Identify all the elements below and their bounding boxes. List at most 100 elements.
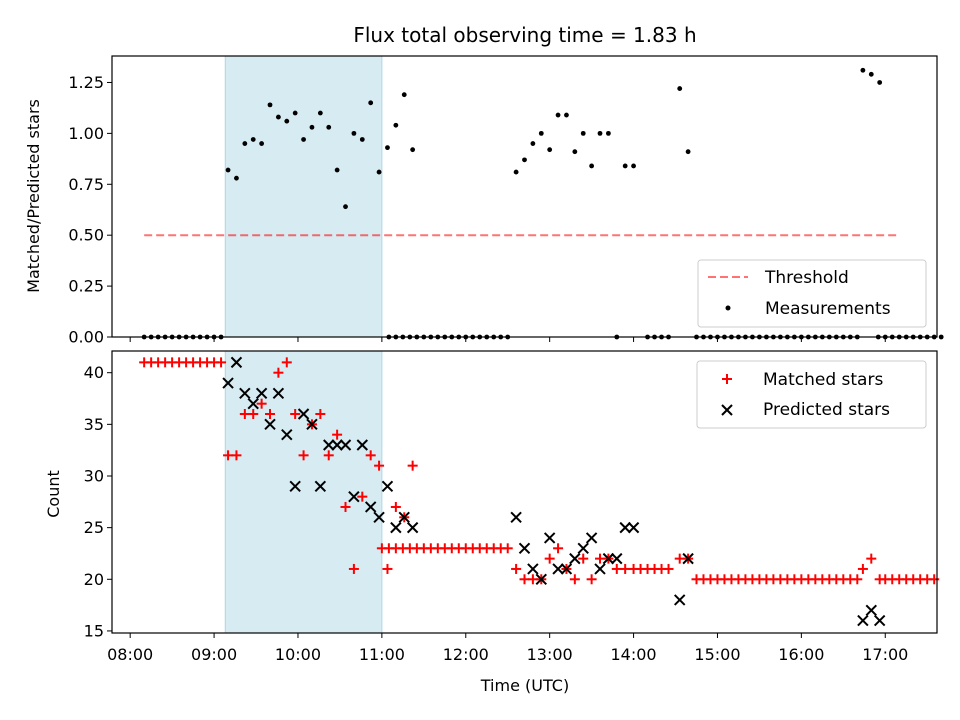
marker-stroke	[518, 542, 531, 555]
marker-stroke	[535, 573, 547, 585]
count-chart: 15 20 25 30 35 40 08:00 09:00 10:00 11:00 12:00 13…	[44, 350, 940, 695]
measurement-point	[572, 149, 578, 155]
x-tick-label: 09:00	[191, 645, 237, 664]
bottom-plot-frame	[111, 350, 938, 634]
marker-stroke	[230, 356, 243, 369]
matched-point	[511, 563, 522, 574]
matched-point	[365, 450, 376, 461]
measurement-point	[522, 157, 527, 163]
x-tick-label: 12:00	[443, 645, 489, 664]
matched-point	[348, 563, 359, 574]
matched-point	[578, 553, 589, 564]
predicted-point	[230, 356, 243, 369]
matched-point	[595, 553, 606, 564]
measurement-point	[401, 92, 407, 98]
matched-point	[407, 460, 418, 471]
top-x-ticks	[129, 337, 886, 342]
matched-point	[315, 409, 326, 420]
legend-predicted-label: Predicted stars	[763, 400, 890, 420]
x-tick-label: 11:00	[359, 645, 405, 664]
marker-stroke	[510, 511, 522, 524]
predicted-point	[247, 397, 259, 410]
matched-point	[674, 553, 685, 564]
marker-stroke	[390, 521, 402, 534]
measurement-point	[376, 169, 382, 175]
y-tick-label: 25	[84, 518, 104, 537]
predicted-point	[289, 480, 301, 493]
predicted-point	[527, 563, 539, 575]
predicted-point	[865, 604, 877, 616]
matched-point	[620, 563, 631, 574]
observing-span	[224, 350, 383, 634]
matched-point	[332, 429, 343, 440]
marker-stroke	[364, 501, 377, 513]
x-tick-label: 14:00	[611, 645, 657, 664]
marker-stroke	[289, 480, 301, 493]
measurement-point	[580, 130, 586, 136]
measurement-point	[589, 163, 595, 169]
predicted-point	[619, 521, 631, 534]
predicted-point	[611, 552, 623, 565]
measurement-point	[597, 130, 603, 136]
marker-stroke	[222, 377, 234, 389]
predicted-point	[682, 552, 694, 565]
predicted-point	[356, 439, 369, 451]
predicted-point	[348, 490, 360, 503]
measurement-point	[259, 141, 265, 146]
predicted-point	[585, 532, 598, 544]
predicted-point	[543, 532, 556, 544]
marker-stroke	[577, 542, 589, 555]
measurement-point	[555, 112, 561, 118]
predicted-point	[239, 387, 251, 400]
measurement-point	[275, 114, 281, 120]
matched-point	[216, 357, 227, 368]
marker-stroke	[569, 552, 581, 565]
measurement-point	[393, 122, 399, 128]
marker-stroke	[373, 511, 385, 524]
measurement-point	[334, 167, 340, 173]
y-tick-label: 35	[84, 415, 104, 434]
matched-point	[231, 450, 242, 461]
measurement-point	[250, 137, 256, 142]
legend-threshold-label: Threshold	[764, 268, 849, 288]
matched-point	[290, 409, 301, 420]
predicted-points	[222, 356, 886, 627]
predicted-point	[264, 418, 276, 431]
y-tick-label: 40	[84, 363, 104, 382]
y-tick-label: 0.25	[68, 277, 104, 296]
measurement-point	[530, 141, 536, 146]
span-rect	[224, 55, 383, 338]
matched-point	[866, 553, 877, 564]
matched-point	[223, 450, 234, 461]
predicted-point	[222, 377, 234, 389]
predicted-point	[518, 542, 531, 555]
matched-point	[265, 409, 276, 420]
bottom-y-axis-label: Count	[44, 470, 63, 518]
chart-title: Flux total observing time = 1.83 h	[353, 23, 696, 47]
x-axis-label: Time (UTC)	[480, 676, 569, 695]
matched-point	[281, 357, 292, 368]
y-tick-label: 0.75	[68, 175, 104, 194]
matched-point	[298, 450, 309, 461]
matched-point	[273, 367, 284, 378]
legend-measurements-swatch	[725, 305, 731, 311]
measurement-point	[225, 167, 231, 173]
predicted-point	[297, 408, 310, 420]
marker-stroke	[314, 480, 327, 493]
predicted-point	[331, 439, 343, 451]
matched-point	[239, 409, 250, 420]
marker-stroke	[398, 511, 410, 524]
predicted-point	[255, 387, 268, 400]
matched-point	[586, 574, 597, 585]
marker-stroke	[543, 532, 556, 544]
predicted-point	[281, 428, 293, 441]
y-tick-label: 20	[84, 570, 104, 589]
legend-predicted-swatch	[721, 404, 733, 416]
measurement-point	[284, 118, 290, 124]
marker-stroke	[857, 614, 869, 627]
marker-stroke	[682, 552, 694, 565]
matched-point	[611, 563, 622, 574]
marker-stroke	[619, 521, 631, 534]
legend-matched-label: Matched stars	[763, 370, 883, 390]
